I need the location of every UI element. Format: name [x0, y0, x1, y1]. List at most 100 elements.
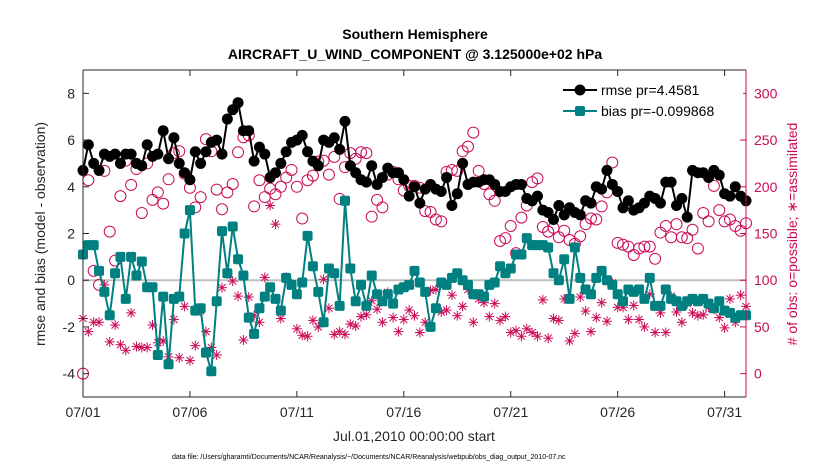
legend-rmse-marker [574, 84, 586, 96]
bias-point [126, 251, 137, 262]
assimilated-obs-point [585, 326, 596, 337]
rmse-point [339, 115, 351, 127]
assimilated-obs-point [414, 327, 425, 338]
bias-point [479, 291, 490, 302]
bias-point [607, 279, 618, 290]
bias-point [152, 349, 163, 360]
possible-obs-point [157, 197, 170, 210]
ticks-layer: 07/01 07/06 07/11 07/16 07/21 07/26 07/31 -4 -2 0… [63, 70, 778, 420]
chart-subtitle: AIRCRAFT_U_WIND_COMPONENT @ 3.125000e+02… [228, 46, 602, 62]
bias-point [249, 328, 260, 339]
possible-obs-point [702, 215, 715, 228]
bias-point [388, 298, 399, 309]
possible-obs-point [718, 215, 731, 228]
assimilated-obs-point [553, 315, 564, 326]
assimilated-obs-point [329, 329, 340, 340]
assimilated-obs-point [334, 326, 345, 337]
possible-obs-point [355, 146, 368, 159]
assimilated-obs-point [564, 335, 575, 346]
assimilated-obs-point [131, 341, 142, 352]
assimilated-obs-point [692, 310, 703, 321]
bias-point [420, 286, 431, 297]
bias-point [131, 270, 142, 281]
possible-obs-point [675, 231, 688, 244]
rmse-point [275, 157, 287, 169]
assimilated-obs-point [265, 200, 276, 211]
assimilated-obs-point [468, 317, 479, 328]
assimilated-obs-point [190, 340, 201, 351]
rmse-point [548, 213, 560, 225]
assimilated-obs-point [233, 291, 244, 302]
y2-tick-label: 50 [754, 319, 770, 335]
bias-point [200, 347, 211, 358]
rmse-point [403, 190, 415, 202]
bias-point [655, 300, 666, 311]
rmse-point [654, 197, 666, 209]
possible-obs-point [274, 180, 287, 193]
rmse-point [136, 160, 148, 172]
bias-point [553, 275, 564, 286]
bias-point [559, 254, 570, 265]
possible-obs-point [103, 225, 116, 238]
bias-point [350, 296, 361, 307]
assimilated-obs-point [350, 320, 361, 331]
possible-obs-point [248, 200, 261, 213]
bias-point [382, 289, 393, 300]
chart-title: Southern Hemisphere [342, 26, 488, 42]
possible-obs-point [328, 150, 341, 163]
bias-point [302, 230, 313, 241]
assimilated-obs-point [339, 329, 350, 340]
y2-axis-label: # of obs: o=possible; ∗=assimilated [784, 123, 800, 346]
possible-obs-point [232, 146, 245, 159]
possible-obs-point [670, 218, 683, 231]
rmse-point [681, 211, 693, 223]
possible-obs-point [686, 223, 699, 236]
possible-obs-point [114, 190, 127, 203]
possible-obs-point [419, 205, 432, 218]
bias-point [644, 272, 655, 283]
rmse-point [601, 164, 613, 176]
rmse-point [216, 148, 228, 160]
bias-point [462, 279, 473, 290]
bias-point [265, 282, 276, 293]
bias-point [714, 296, 725, 307]
assimilated-obs-point [580, 306, 591, 317]
assimilated-obs-point [259, 272, 270, 283]
legend-bias-label: bias pr=-0.099868 [601, 103, 714, 119]
legend-bias-marker [575, 106, 585, 116]
bias-point [339, 195, 350, 206]
rmse-series-layer [77, 97, 752, 225]
possible-obs-point [306, 169, 319, 182]
bias-point [254, 303, 265, 314]
bias-point [243, 312, 254, 323]
rmse-point [200, 146, 212, 158]
bias-point [94, 265, 105, 276]
rmse-point [376, 171, 388, 183]
bias-point [297, 277, 308, 288]
assimilated-obs-point [227, 276, 238, 287]
rmse-point [82, 139, 94, 151]
assimilated-obs-point [452, 310, 463, 321]
rmse-point [622, 195, 634, 207]
bias-point [414, 277, 425, 288]
rmse-point [280, 146, 292, 158]
legend-box [557, 78, 743, 122]
bias-point [489, 277, 500, 288]
possible-obs-point [253, 174, 266, 187]
bias-point [227, 221, 238, 232]
bias-point [516, 249, 527, 260]
rmse-point [312, 160, 324, 172]
rmse-point [211, 134, 223, 146]
bias-point [334, 300, 345, 311]
assimilated-obs-point [393, 326, 404, 337]
rmse-point [366, 160, 378, 172]
possible-obs-point [467, 126, 480, 139]
bias-point [136, 256, 147, 267]
possible-obs-point [590, 213, 603, 226]
bias-point [195, 303, 206, 314]
assimilated-obs-point [537, 294, 548, 305]
assimilated-obs-point [724, 293, 735, 304]
y2-tick-label: 300 [754, 85, 778, 101]
assimilated-obs-point [120, 345, 131, 356]
rmse-point [515, 178, 527, 190]
